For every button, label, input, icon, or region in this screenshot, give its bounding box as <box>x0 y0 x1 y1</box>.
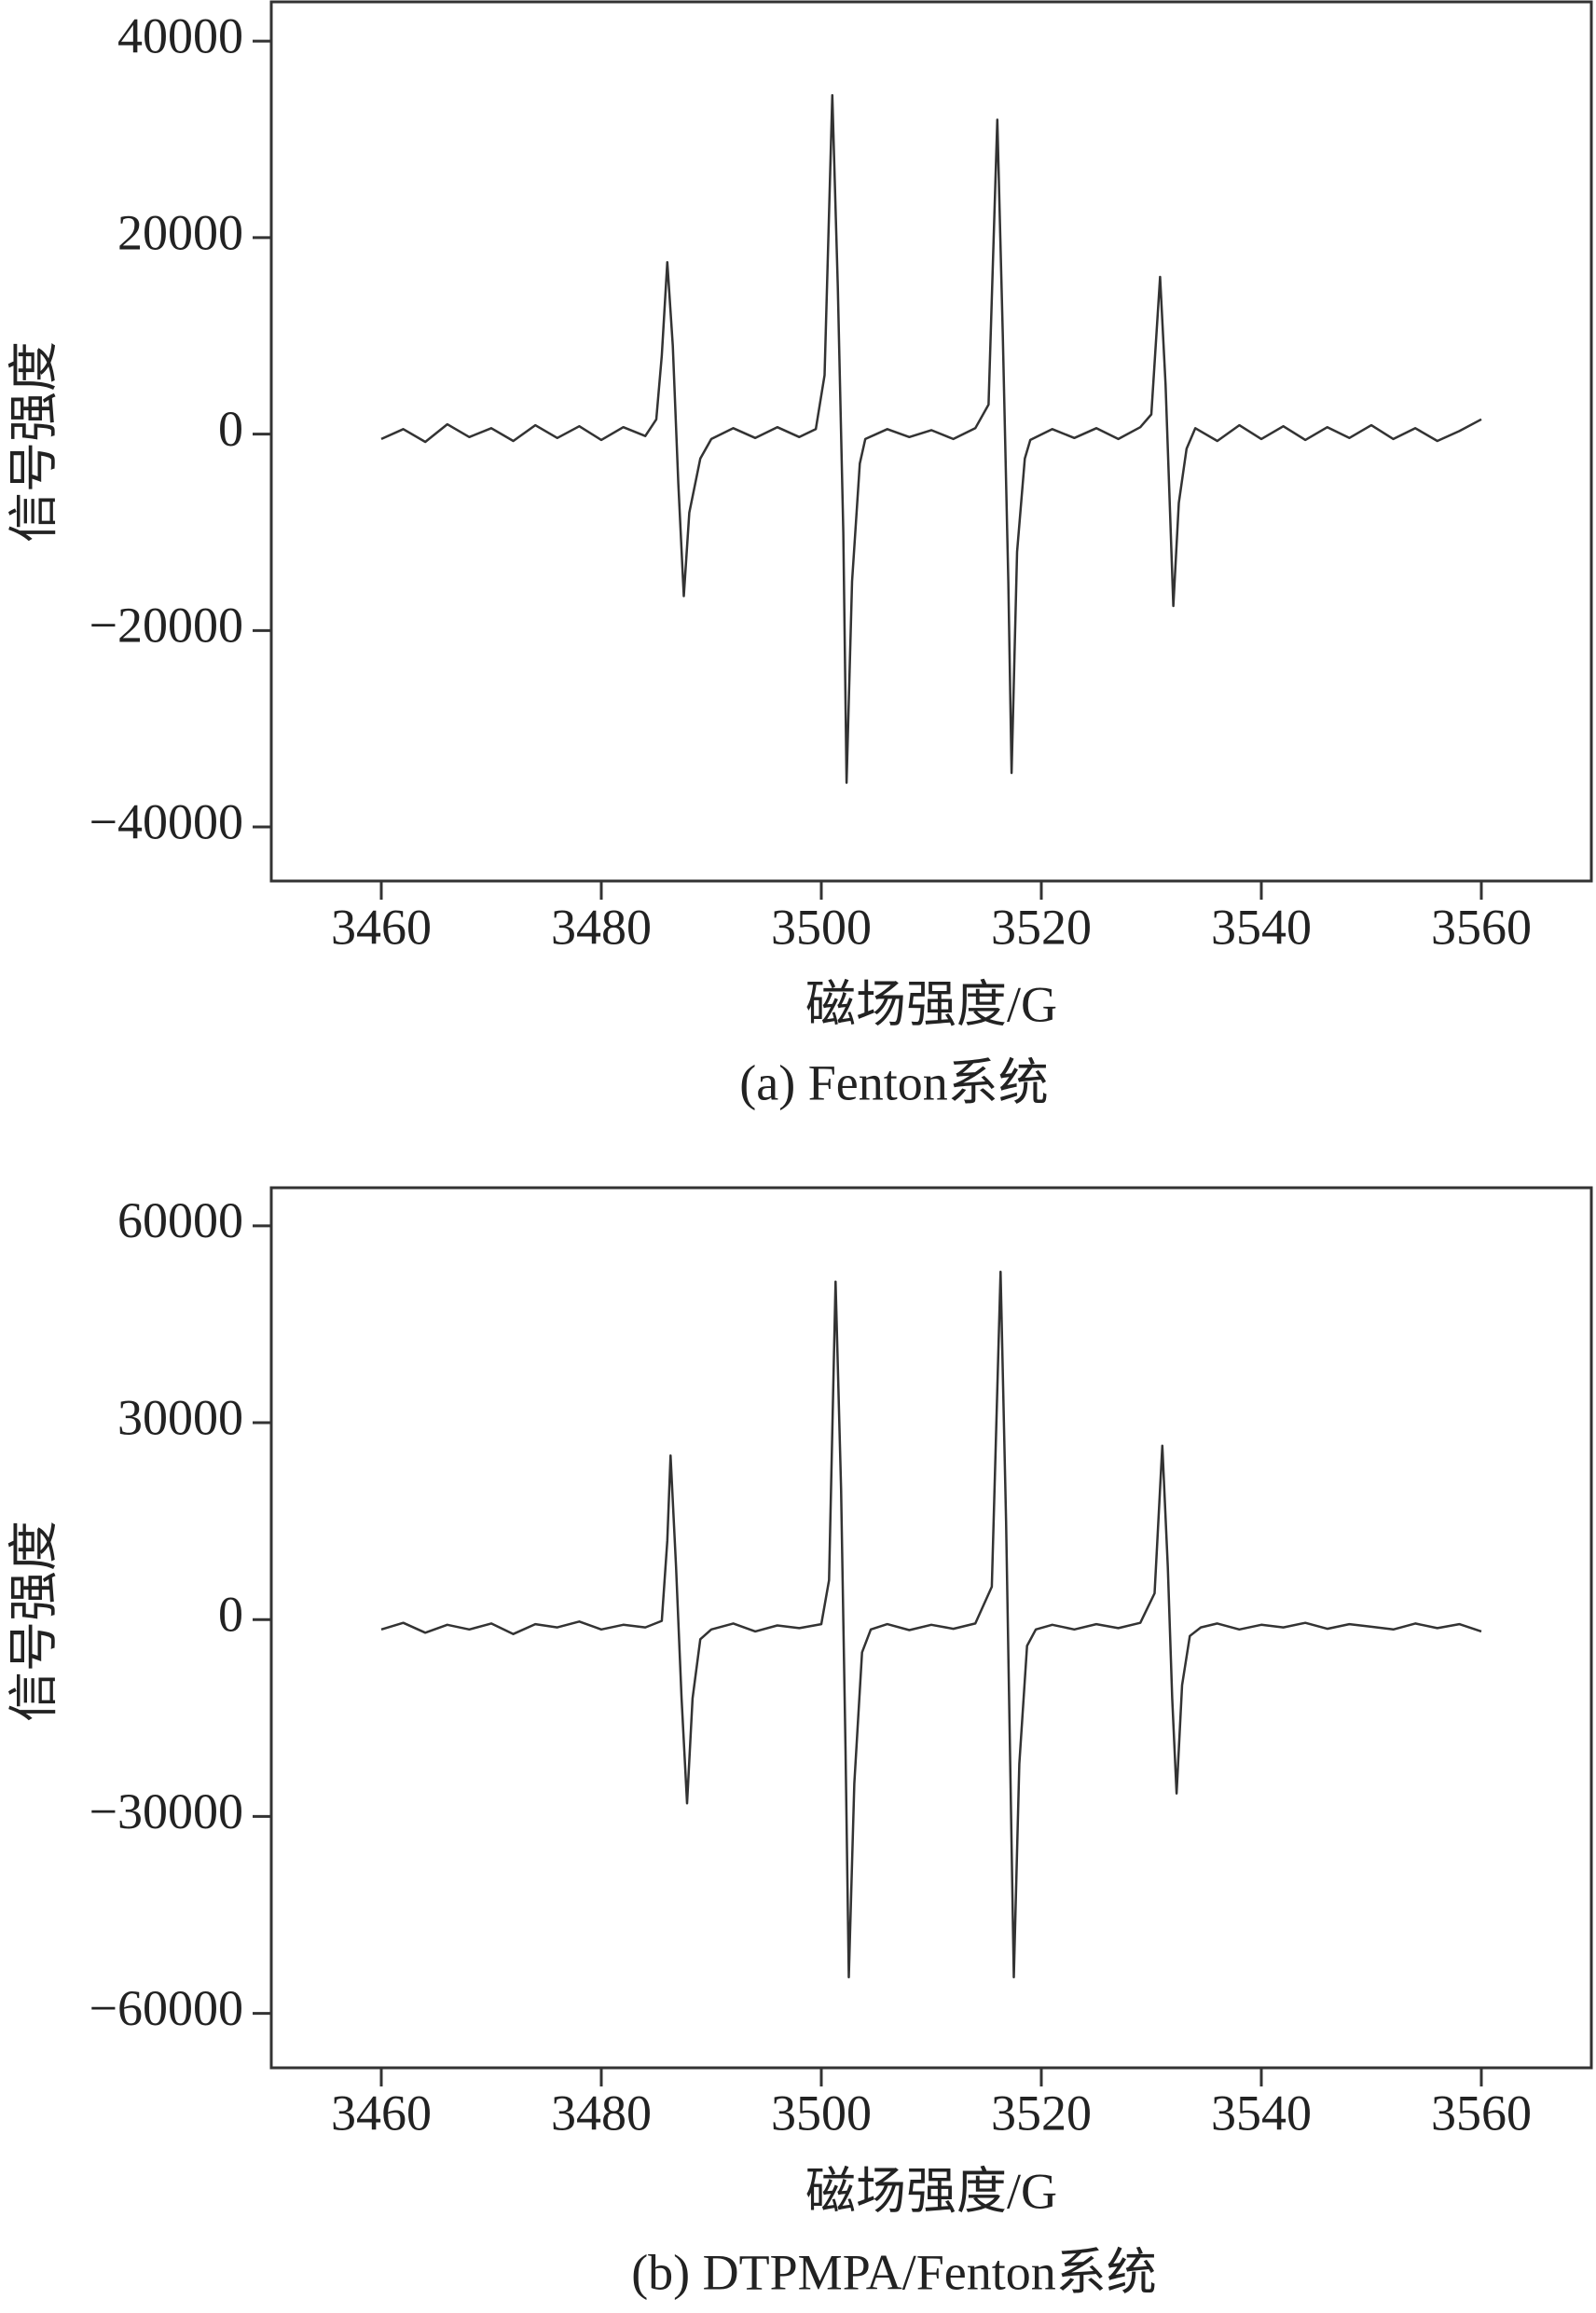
x-tick-label: 3520 <box>991 899 1092 955</box>
y-tick-label: 30000 <box>117 1389 243 1445</box>
x-tick-label: 3500 <box>771 2085 872 2141</box>
x-axis-label: 磁场强度/G <box>805 2163 1057 2219</box>
y-tick-label: 0 <box>218 1587 243 1643</box>
y-tick-label: 20000 <box>117 204 243 260</box>
y-tick-label: −20000 <box>89 598 243 654</box>
plot-frame <box>269 1186 1593 2070</box>
caption: (a) Fenton系统 <box>739 1054 1048 1110</box>
spectrum-line <box>380 1270 1482 1979</box>
y-axis-label: 信号强度 <box>6 341 62 543</box>
y-tick-label: −60000 <box>89 1980 243 2036</box>
x-tick-label: 3480 <box>551 899 652 955</box>
y-tick-label: −30000 <box>89 1783 243 1839</box>
x-axis-label: 磁场强度/G <box>805 976 1057 1032</box>
y-tick-label: −40000 <box>89 793 243 849</box>
caption: (b) DTPMPA/Fenton系统 <box>631 2244 1157 2300</box>
x-tick-label: 3500 <box>771 899 872 955</box>
x-tick-label: 3560 <box>1431 2085 1532 2141</box>
x-tick-label: 3480 <box>551 2085 652 2141</box>
x-tick-label: 3560 <box>1431 899 1532 955</box>
y-axis-label: 信号强度 <box>6 1521 62 1722</box>
x-tick-label: 3520 <box>991 2085 1092 2141</box>
spectrum-line <box>380 93 1482 784</box>
y-tick-label: 0 <box>218 401 243 457</box>
x-tick-label: 3460 <box>331 899 432 955</box>
x-tick-label: 3540 <box>1211 2085 1312 2141</box>
y-tick-label: 40000 <box>117 8 243 64</box>
x-tick-label: 3540 <box>1211 899 1312 955</box>
x-tick-label: 3460 <box>331 2085 432 2141</box>
y-tick-label: 60000 <box>117 1192 243 1248</box>
plot-frame <box>269 0 1593 883</box>
